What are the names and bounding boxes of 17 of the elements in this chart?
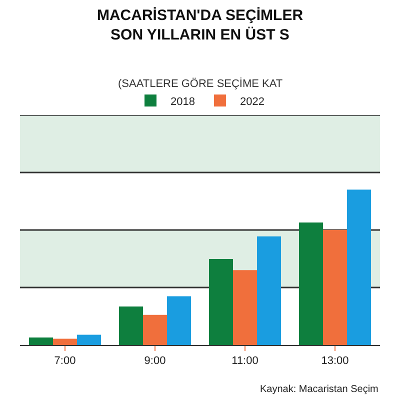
x-tick-label: 11:00 <box>232 355 258 368</box>
x-tick-label: 9:00 <box>144 355 166 368</box>
x-tick-label: 13:00 <box>321 355 349 368</box>
bar <box>119 306 143 345</box>
text: Kaynak: Macaristan Seçim <box>260 384 378 395</box>
bar <box>167 296 191 345</box>
legend-label: 2022 <box>240 96 264 108</box>
bar <box>29 338 53 345</box>
bar <box>77 334 101 345</box>
x-tick-label: 7:00 <box>54 355 76 368</box>
bar <box>299 222 323 345</box>
bar <box>257 236 281 345</box>
bar <box>209 259 233 345</box>
bar <box>347 190 371 345</box>
chart-subtitle: (SAATLERE GÖRE SEÇİME KAT <box>118 77 283 90</box>
legend-label: 2018 <box>170 96 195 108</box>
chart-title: MACARİSTAN'DA SEÇİMLER SON YILLARIN EN ÜST S <box>96 7 304 44</box>
